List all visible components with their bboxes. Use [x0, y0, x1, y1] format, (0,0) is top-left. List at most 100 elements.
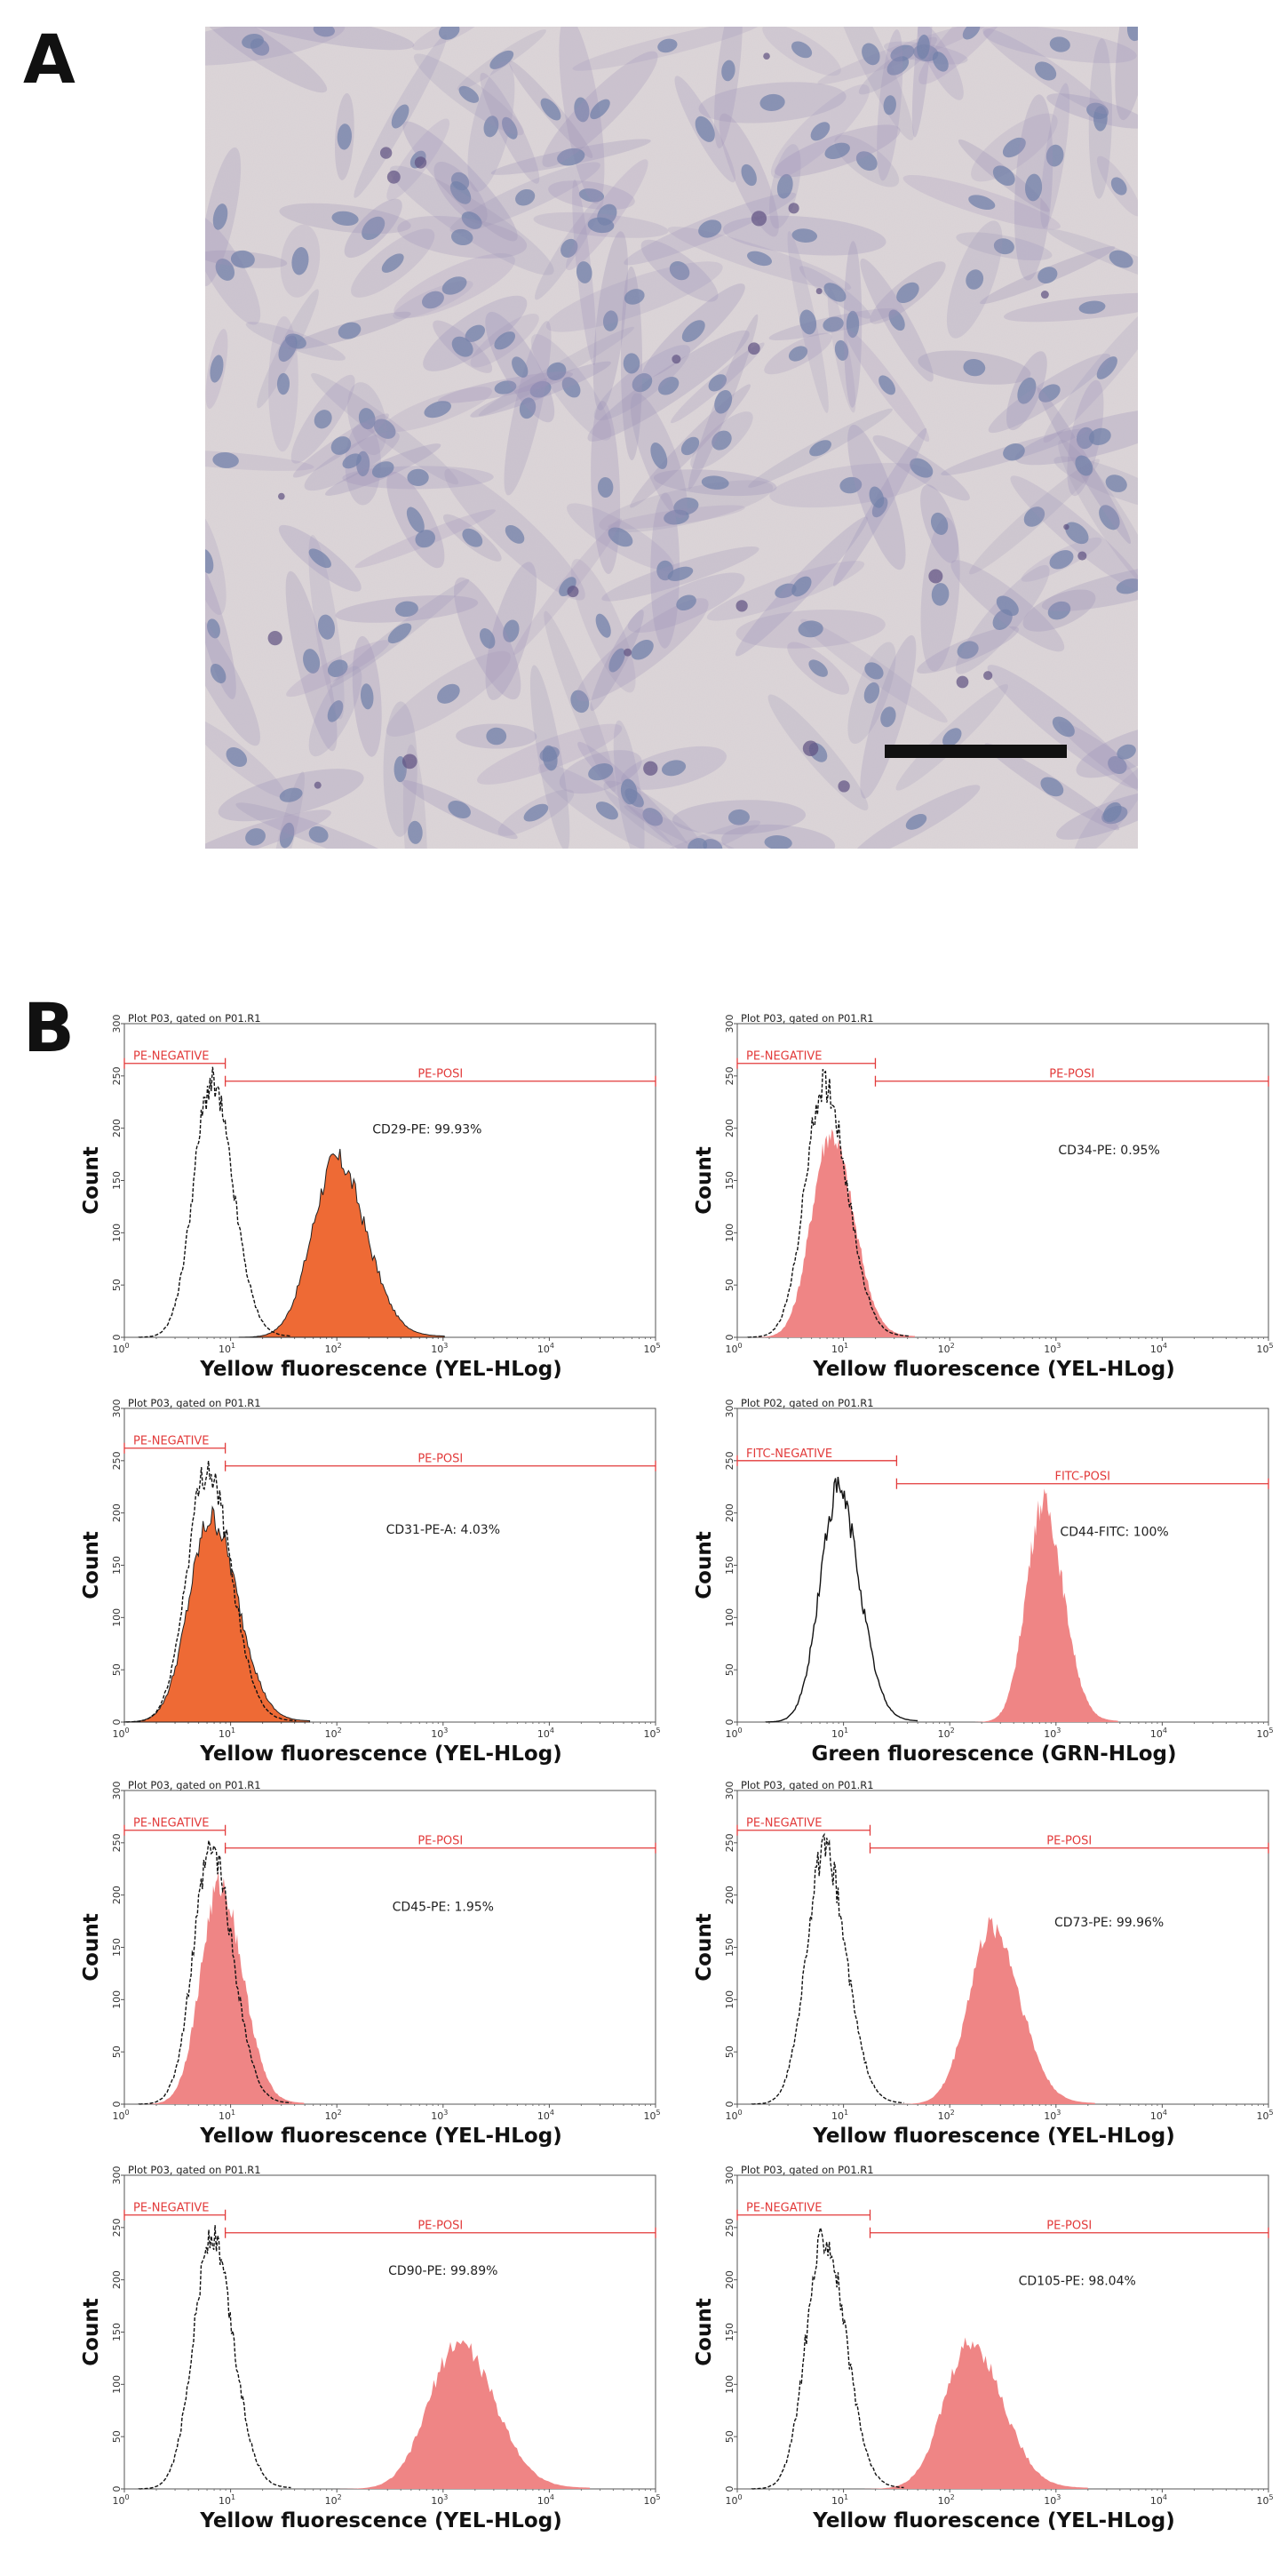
- histogram-cd44: Plot P02, gated on P01.R1 0 50 100 150 200 250…: [691, 1398, 1277, 1780]
- y-tick-label: 0: [111, 2486, 123, 2492]
- control-histogram: [125, 1460, 297, 1723]
- x-tick-label: 102: [938, 2493, 955, 2507]
- x-tick-label: 100: [112, 1727, 129, 1740]
- percent-annotation: CD90-PE: 99.89%: [388, 2264, 497, 2278]
- y-tick-label: 200: [724, 1503, 735, 1522]
- gate-label: PE-NEGATIVE: [746, 2202, 823, 2215]
- plot-frame: [123, 1023, 656, 1338]
- plot-frame: [123, 2174, 656, 2490]
- micrograph-image: [205, 27, 1138, 849]
- stained-histogram: [238, 1148, 445, 1338]
- gate-label: PE-POSI: [417, 1453, 463, 1466]
- y-tick-label: 0: [111, 2101, 123, 2108]
- gate-label: PE-POSI: [417, 2220, 463, 2233]
- x-axis-label: Yellow fluorescence (YEL-HLog): [199, 1743, 561, 1766]
- y-tick-label: 200: [111, 1886, 123, 1904]
- x-tick-label: 102: [325, 2109, 342, 2122]
- x-tick-label: 103: [1044, 1727, 1061, 1740]
- x-tick-label: 104: [537, 1342, 554, 1355]
- x-axis-label: Yellow fluorescence (YEL-HLog): [199, 2125, 561, 2148]
- x-tick-label: 105: [643, 1342, 660, 1355]
- x-tick-label: 101: [219, 2493, 235, 2507]
- y-tick-label: 50: [111, 1279, 123, 1291]
- y-tick-label: 150: [724, 1938, 735, 1957]
- x-tick-label: 103: [1044, 2493, 1061, 2507]
- y-tick-label: 100: [724, 1990, 735, 2009]
- y-tick-label: 200: [111, 2270, 123, 2289]
- gate-label: PE-NEGATIVE: [746, 1817, 823, 1830]
- x-tick-label: 105: [643, 2493, 660, 2507]
- panel-label-a: A: [23, 20, 76, 99]
- gate-label: PE-POSI: [417, 1835, 463, 1848]
- y-axis-label: Count: [80, 1531, 103, 1599]
- histogram-cd45: Plot P03, gated on P01.R1 0 50 100 150 200 250…: [78, 1780, 664, 2162]
- x-tick-label: 104: [1150, 2109, 1167, 2122]
- x-tick-label: 100: [725, 1342, 742, 1355]
- x-axis-label: Yellow fluorescence (YEL-HLog): [812, 2509, 1174, 2532]
- y-tick-label: 50: [111, 1663, 123, 1676]
- percent-annotation: CD45-PE: 1.95%: [393, 1900, 494, 1914]
- stained-histogram: [864, 2337, 1088, 2489]
- percent-annotation: CD105-PE: 98.04%: [1019, 2275, 1136, 2289]
- x-axis-label: Yellow fluorescence (YEL-HLog): [199, 2509, 561, 2532]
- y-axis-label: Count: [80, 2298, 103, 2365]
- y-tick-label: 300: [111, 2166, 123, 2185]
- gate-label: PE-POSI: [1049, 1068, 1094, 1081]
- x-tick-label: 103: [1044, 2109, 1061, 2122]
- x-tick-label: 105: [1256, 1727, 1273, 1740]
- x-tick-label: 102: [325, 1727, 342, 1740]
- stained-histogram: [754, 1128, 915, 1337]
- plot-header: Plot P03, gated on P01.R1: [128, 2165, 261, 2176]
- y-tick-label: 250: [724, 1833, 735, 1852]
- y-tick-label: 250: [111, 1066, 123, 1085]
- x-tick-label: 102: [938, 1342, 955, 1355]
- y-tick-label: 50: [111, 2046, 123, 2058]
- y-axis-label: Count: [80, 1913, 103, 1981]
- y-tick-label: 200: [111, 1503, 123, 1522]
- y-tick-label: 0: [724, 2101, 735, 2108]
- plot-header: Plot P03, gated on P01.R1: [741, 1780, 874, 1791]
- y-tick-label: 150: [724, 2323, 735, 2341]
- y-tick-label: 100: [111, 2375, 123, 2394]
- x-axis-label: Yellow fluorescence (YEL-HLog): [812, 2125, 1174, 2148]
- y-tick-label: 150: [111, 1938, 123, 1957]
- x-tick-label: 101: [219, 1342, 235, 1355]
- x-tick-label: 104: [1150, 1342, 1167, 1355]
- y-tick-label: 150: [724, 1171, 735, 1190]
- gate-label: PE-NEGATIVE: [133, 1817, 210, 1830]
- y-tick-label: 250: [724, 2218, 735, 2237]
- y-tick-label: 300: [724, 2166, 735, 2185]
- gate-label: PE-POSI: [1046, 1835, 1092, 1848]
- y-tick-label: 250: [111, 2218, 123, 2237]
- gate-label: FITC-POSI: [1054, 1471, 1109, 1484]
- x-tick-label: 100: [725, 1727, 742, 1740]
- control-histogram: [138, 1840, 291, 2105]
- x-axis-label: Yellow fluorescence (YEL-HLog): [812, 1358, 1174, 1381]
- x-tick-label: 101: [831, 2493, 848, 2507]
- micrograph-grain: [205, 27, 1138, 849]
- x-tick-label: 105: [1256, 1342, 1273, 1355]
- gate-label: PE-NEGATIVE: [133, 2202, 210, 2215]
- x-tick-label: 103: [431, 1727, 448, 1740]
- histogram-cd90: Plot P03, gated on P01.R1 0 50 100 150 200 250…: [78, 2165, 664, 2547]
- y-axis-label: Count: [693, 1146, 716, 1214]
- percent-annotation: CD31-PE-A: 4.03%: [386, 1523, 500, 1537]
- percent-annotation: CD34-PE: 0.95%: [1058, 1144, 1159, 1158]
- control-histogram: [138, 2225, 291, 2490]
- y-tick-label: 200: [724, 2270, 735, 2289]
- y-tick-label: 200: [724, 1119, 735, 1137]
- x-tick-label: 102: [325, 1342, 342, 1355]
- x-tick-label: 105: [1256, 2493, 1273, 2507]
- y-tick-label: 150: [724, 1556, 735, 1575]
- x-tick-label: 105: [643, 1727, 660, 1740]
- x-tick-label: 100: [112, 1342, 129, 1355]
- y-tick-label: 100: [111, 1224, 123, 1242]
- control-histogram: [747, 1069, 909, 1338]
- y-tick-label: 300: [111, 1400, 123, 1418]
- gate-label: PE-NEGATIVE: [133, 1435, 210, 1448]
- y-axis-label: Count: [80, 1146, 103, 1214]
- x-tick-label: 101: [831, 1342, 848, 1355]
- y-tick-label: 200: [724, 1886, 735, 1904]
- y-tick-label: 100: [724, 2375, 735, 2394]
- x-tick-label: 102: [938, 1727, 955, 1740]
